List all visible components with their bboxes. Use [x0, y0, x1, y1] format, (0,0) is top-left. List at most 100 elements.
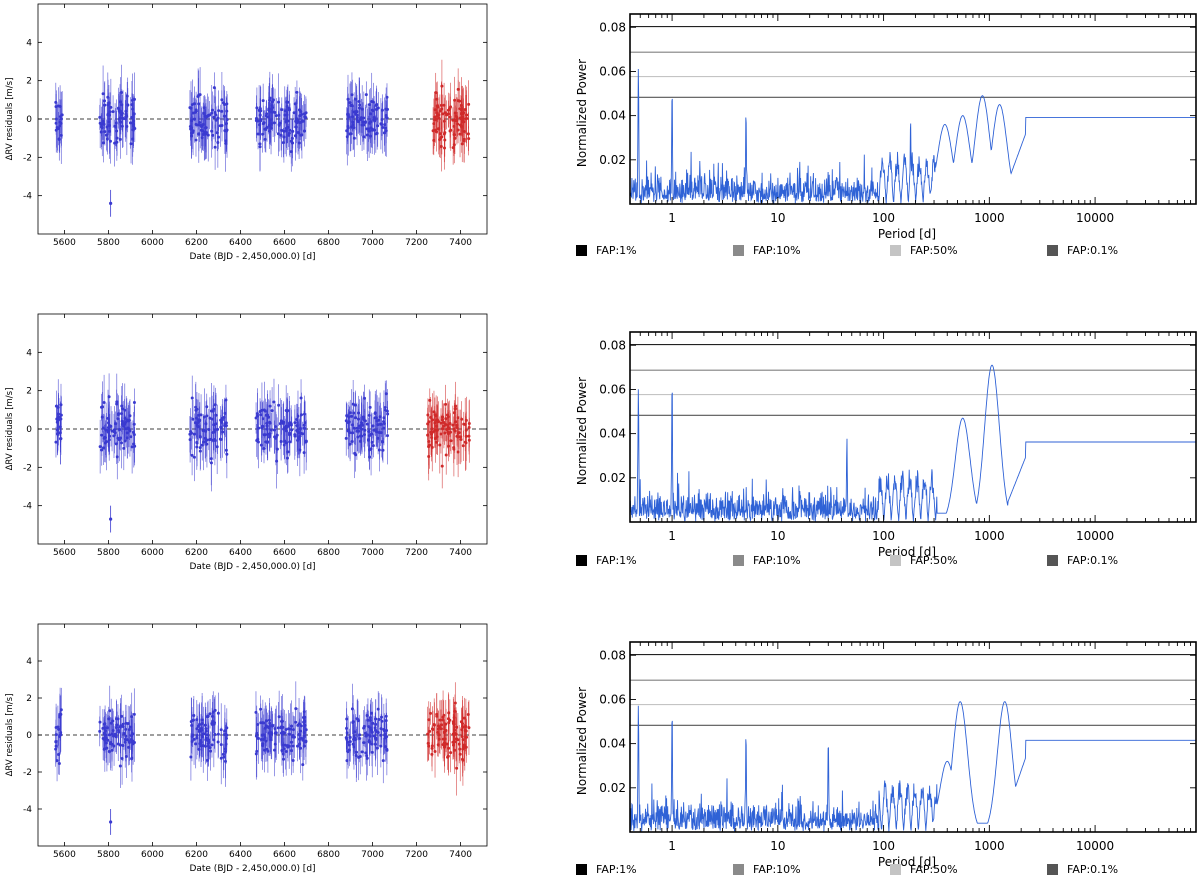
data-point	[440, 427, 444, 431]
legend-item-fap10: FAP:10%	[733, 244, 801, 257]
data-point	[462, 137, 466, 141]
data-point	[448, 129, 452, 133]
y-tick-label: 0.02	[599, 781, 626, 795]
data-point	[275, 447, 279, 451]
data-point	[256, 440, 260, 444]
data-point	[438, 137, 442, 141]
data-point	[368, 405, 372, 409]
legend-swatch	[1047, 555, 1058, 566]
legend-swatch	[733, 555, 744, 566]
data-point	[281, 732, 285, 736]
fap-legend-3: FAP:1% FAP:10% FAP:50% FAP:0.1%	[576, 863, 1136, 879]
data-point	[194, 405, 198, 409]
data-point	[207, 438, 211, 442]
periodogram-line	[629, 701, 1196, 832]
data-point	[126, 722, 130, 726]
data-point	[279, 440, 283, 444]
residuals-panel-3: 5600 5800 6000 6200 6400 6600 6800 7000 7200 7400…	[0, 620, 490, 880]
data-point	[188, 432, 192, 436]
data-point	[351, 742, 355, 746]
data-point	[265, 112, 269, 116]
data-point	[286, 424, 290, 428]
data-point	[460, 757, 464, 761]
data-point	[213, 403, 217, 407]
data-point	[279, 421, 283, 425]
data-point	[100, 126, 104, 130]
data-point	[263, 726, 267, 730]
data-point	[451, 118, 455, 122]
data-point	[289, 423, 293, 427]
residuals-chart-2: 5600 5800 6000 6200 6400 6600 6800 7000 7200 7400…	[5, 313, 488, 572]
y-axis-label: ΔRV residuals [m/s]	[5, 388, 15, 471]
legend-swatch	[576, 555, 587, 566]
data-point	[223, 747, 227, 751]
data-point	[277, 123, 281, 127]
data-point	[451, 722, 455, 726]
data-point	[268, 96, 272, 100]
data-point	[436, 730, 440, 734]
data-point	[54, 440, 58, 444]
data-point	[444, 453, 448, 457]
data-point	[201, 129, 205, 133]
y-tick-label: 2	[26, 77, 32, 87]
residuals-panel-1: 5600 5800 6000 6200 6400 6600 6800 7000 7200 7400…	[0, 0, 490, 268]
periodogram-line	[629, 68, 1196, 204]
data-point	[362, 741, 366, 745]
data-point	[455, 725, 459, 729]
x-tick-label: 10000	[1076, 211, 1114, 225]
data-point	[267, 108, 271, 112]
data-point	[261, 122, 265, 126]
y-tick-label: 0.04	[599, 737, 626, 751]
y-axis-label: Normalized Power	[575, 377, 589, 485]
data-point	[216, 740, 220, 744]
data-point	[360, 750, 364, 754]
data-point	[111, 110, 115, 114]
data-points	[54, 681, 471, 835]
data-point	[106, 95, 110, 99]
data-point	[102, 722, 106, 726]
data-point	[367, 434, 371, 438]
data-point	[363, 120, 367, 124]
data-point	[270, 409, 274, 413]
plot-background	[630, 332, 1196, 522]
data-point	[289, 139, 293, 143]
legend-swatch	[1047, 864, 1058, 875]
data-point	[433, 413, 437, 417]
data-point	[101, 92, 105, 96]
data-point	[372, 128, 376, 132]
data-point	[213, 732, 217, 736]
data-point	[258, 107, 262, 111]
data-point	[118, 764, 122, 768]
data-point	[125, 418, 129, 422]
data-point	[118, 725, 122, 729]
data-point	[129, 142, 133, 146]
data-point	[270, 107, 274, 111]
data-point	[347, 743, 351, 747]
x-tick-label: 7200	[405, 238, 428, 248]
data-point	[464, 729, 468, 733]
data-point	[200, 443, 204, 447]
data-point	[259, 413, 263, 417]
data-point	[120, 404, 124, 408]
data-point	[194, 109, 198, 113]
x-tick-label: 6400	[229, 238, 252, 248]
data-point	[261, 99, 265, 103]
data-point	[301, 763, 305, 767]
data-point	[195, 733, 199, 737]
legend-item-fap01: FAP:0.1%	[1047, 244, 1118, 257]
data-point	[283, 439, 287, 443]
y-tick-label: -4	[23, 502, 32, 512]
data-point	[58, 733, 62, 737]
data-point	[117, 728, 121, 732]
data-point	[256, 437, 260, 441]
data-point	[467, 726, 471, 730]
data-point	[277, 715, 281, 719]
legend-swatch	[890, 864, 901, 875]
x-tick-label: 7400	[449, 238, 472, 248]
data-point	[458, 752, 462, 756]
x-tick-label: 6600	[273, 850, 296, 860]
data-point	[371, 109, 375, 113]
outlier-point	[109, 201, 113, 205]
data-point	[353, 730, 357, 734]
data-point	[132, 97, 136, 101]
